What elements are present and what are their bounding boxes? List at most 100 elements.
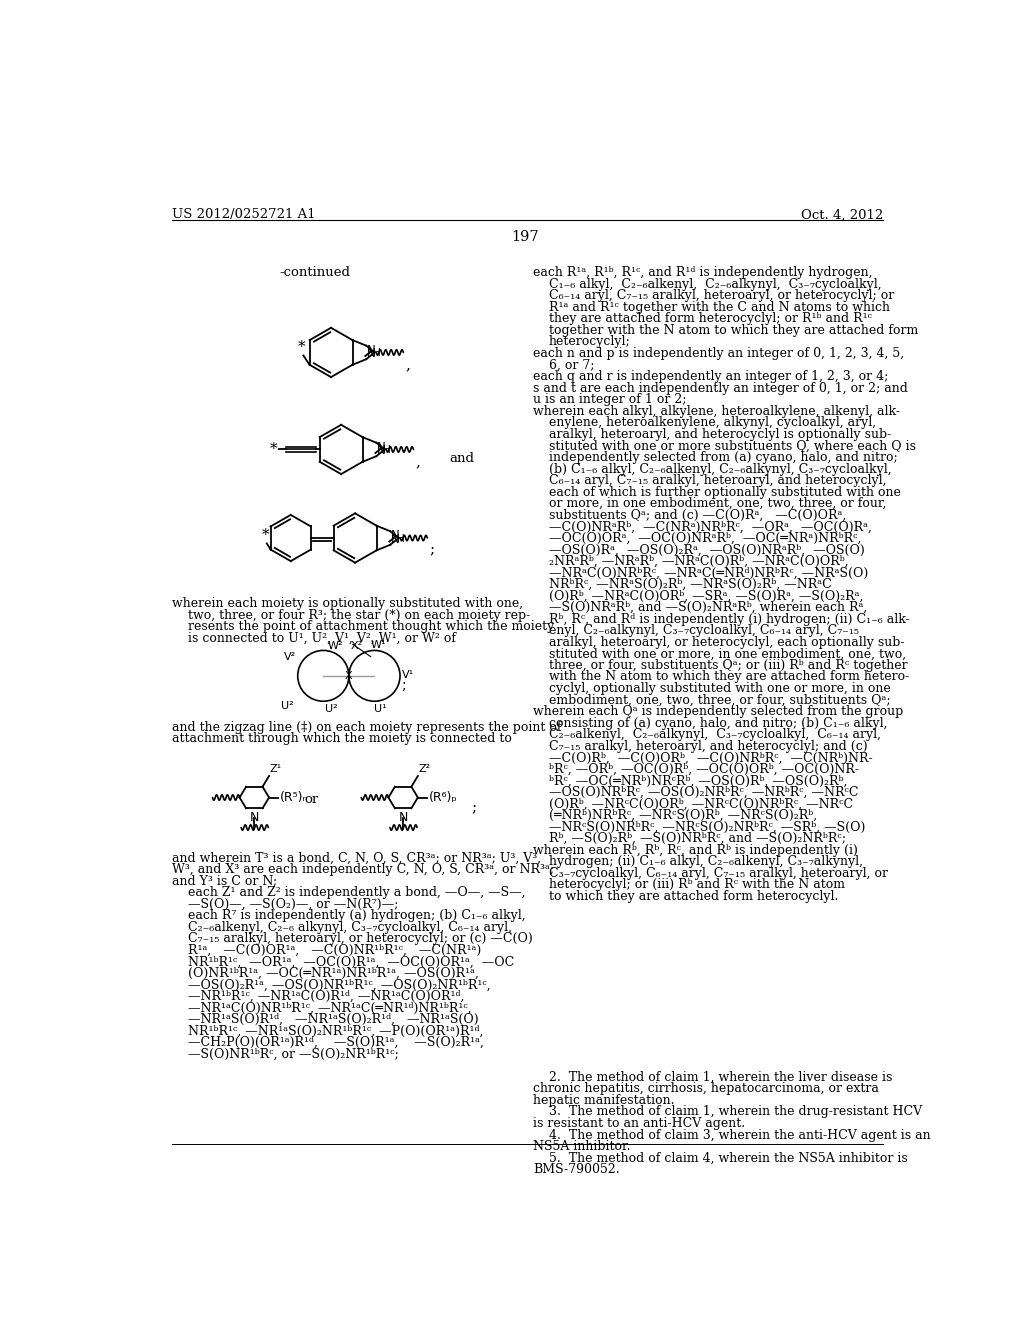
Text: heterocyclyl; or (iii) Rᵇ and Rᶜ with the N atom: heterocyclyl; or (iii) Rᵇ and Rᶜ with th… xyxy=(549,878,845,891)
Text: C₃₋₇cycloalkyl, C₆₋₁₄ aryl, C₇₋₁₅ aralkyl, heteroaryl, or: C₃₋₇cycloalkyl, C₆₋₁₄ aryl, C₇₋₁₅ aralky… xyxy=(549,867,888,880)
Text: NRᵇRᶜ, —NRᵃS(O)₂Rᵇ, —NRᵃS(O)₂Rᵇ, —NRᵃC: NRᵇRᶜ, —NRᵃS(O)₂Rᵇ, —NRᵃS(O)₂Rᵇ, —NRᵃC xyxy=(549,578,831,591)
Text: stituted with one or more, in one embodiment, one, two,: stituted with one or more, in one embodi… xyxy=(549,647,906,660)
Text: C₁₋₆ alkyl,  C₂₋₆alkenyl,  C₂₋₆alkynyl,  C₃₋₇cycloalkyl,: C₁₋₆ alkyl, C₂₋₆alkenyl, C₂₋₆alkynyl, C₃… xyxy=(549,277,882,290)
Text: W³, and X³ are each independently C, N, O, S, CR³ᵃ, or NR³ᵃ;: W³, and X³ are each independently C, N, … xyxy=(172,863,554,876)
Text: V²: V² xyxy=(284,652,296,661)
Text: —NR¹ᵃS(O)R¹ᵈ,   —NR¹ᵃS(O)₂R¹ᵈ,   —NR¹ᵃS(O): —NR¹ᵃS(O)R¹ᵈ, —NR¹ᵃS(O)₂R¹ᵈ, —NR¹ᵃS(O) xyxy=(187,1014,478,1026)
Text: R¹ᵃ and R¹ᶜ together with the C and N atoms to which: R¹ᵃ and R¹ᶜ together with the C and N at… xyxy=(549,301,890,314)
Text: is connected to U¹, U², V¹, V², W¹, or W² of: is connected to U¹, U², V¹, V², W¹, or W… xyxy=(187,632,456,645)
Text: N: N xyxy=(377,441,386,454)
Text: stituted with one or more substituents Q, where each Q is: stituted with one or more substituents Q… xyxy=(549,440,915,453)
Text: BMS-790052.: BMS-790052. xyxy=(534,1163,620,1176)
Text: (b) C₁₋₆ alkyl, C₂₋₆alkenyl, C₂₋₆alkynyl, C₃₋₇cycloalkyl,: (b) C₁₋₆ alkyl, C₂₋₆alkenyl, C₂₋₆alkynyl… xyxy=(549,462,892,475)
Text: or more, in one embodiment, one, two, three, or four,: or more, in one embodiment, one, two, th… xyxy=(549,498,886,511)
Text: ₂NRᵃRᵇ, —NRᵃRᵇ, —NRᵃC(O)Rᵇ, —NRᵃC(O)ORᵇ,: ₂NRᵃRᵇ, —NRᵃRᵇ, —NRᵃC(O)Rᵇ, —NRᵃC(O)ORᵇ, xyxy=(549,554,849,568)
Text: —OS(O)₂R¹ᵃ, —OS(O)NR¹ᵇR¹ᶜ, —OS(O)₂NR¹ᵇR¹ᶜ,: —OS(O)₂R¹ᵃ, —OS(O)NR¹ᵇR¹ᶜ, —OS(O)₂NR¹ᵇR¹… xyxy=(187,978,490,991)
Text: enyl, C₂₋₆alkynyl, C₃₋₇cycloalkyl, C₆₋₁₄ aryl, C₇₋₁₅: enyl, C₂₋₆alkynyl, C₃₋₇cycloalkyl, C₆₋₁₄… xyxy=(549,624,859,638)
Text: C₆₋₁₄ aryl, C₇₋₁₅ aralkyl, heteroaryl, and heterocyclyl,: C₆₋₁₄ aryl, C₇₋₁₅ aralkyl, heteroaryl, a… xyxy=(549,474,887,487)
Text: or: or xyxy=(305,793,318,807)
Text: (O)NR¹ᵇR¹ᵃ, —OC(═NR¹ᵃ)NR¹ᵇR¹ᵃ, —OS(O)R¹ᵃ,: (O)NR¹ᵇR¹ᵃ, —OC(═NR¹ᵃ)NR¹ᵇR¹ᵃ, —OS(O)R¹ᵃ… xyxy=(187,966,478,979)
Text: X: X xyxy=(345,671,352,681)
Text: wherein each Qᵃ is independently selected from the group: wherein each Qᵃ is independently selecte… xyxy=(534,705,903,718)
Text: U¹: U¹ xyxy=(375,704,387,714)
Text: —S(O)NRᵃRᵇ, and —S(O)₂NRᵃRᵇ, wherein each Rᵃ,: —S(O)NRᵃRᵇ, and —S(O)₂NRᵃRᵇ, wherein eac… xyxy=(549,601,867,614)
Text: -continued: -continued xyxy=(280,267,350,280)
Text: two, three, or four R³; the star (*) on each moiety rep-: two, three, or four R³; the star (*) on … xyxy=(187,609,530,622)
Text: three, or four, substituents Qᵃ; or (iii) Rᵇ and Rᶜ together: three, or four, substituents Qᵃ; or (iii… xyxy=(549,659,907,672)
Text: H: H xyxy=(397,533,404,544)
Text: N: N xyxy=(391,529,399,543)
Text: u is an integer of 1 or 2;: u is an integer of 1 or 2; xyxy=(534,393,687,407)
Text: —NRᵃC(O)NRᵇRᶜ, —NRᵃC(═NRᵈ)NRᵇRᶜ, —NRᵃS(O): —NRᵃC(O)NRᵇRᶜ, —NRᵃC(═NRᵈ)NRᵇRᶜ, —NRᵃS(O… xyxy=(549,566,868,579)
Text: N: N xyxy=(391,533,399,545)
Text: each R⁷ is independently (a) hydrogen; (b) C₁₋₆ alkyl,: each R⁷ is independently (a) hydrogen; (… xyxy=(187,909,525,923)
Text: attachment through which the moiety is connected to: attachment through which the moiety is c… xyxy=(172,733,512,744)
Text: V¹: V¹ xyxy=(401,669,414,680)
Text: Oct. 4, 2012: Oct. 4, 2012 xyxy=(801,209,883,222)
Text: enylene, heteroalkenylene, alkynyl, cycloalkyl, aryl,: enylene, heteroalkenylene, alkynyl, cycl… xyxy=(549,416,876,429)
Text: Rᵇ, Rᶜ, and Rᵈ is independently (i) hydrogen; (ii) C₁₋₆ alk-: Rᵇ, Rᶜ, and Rᵈ is independently (i) hydr… xyxy=(549,612,909,626)
Text: each Z¹ and Z² is independently a bond, —O—, —S—,: each Z¹ and Z² is independently a bond, … xyxy=(187,886,525,899)
Text: (O)Rᵇ, —NRᵃC(O)ORᵇ, —SRᵃ, —S(O)Rᵃ, —S(O)₂Rᵃ,: (O)Rᵇ, —NRᵃC(O)ORᵇ, —SRᵃ, —S(O)Rᵃ, —S(O)… xyxy=(549,590,863,603)
Text: W²: W² xyxy=(328,642,343,651)
Text: US 2012/0252721 A1: US 2012/0252721 A1 xyxy=(172,209,315,222)
Text: —C(O)NRᵃRᵇ,  —C(NRᵃ)NRᵇRᶜ,  —ORᵃ,  —OC(O)Rᵃ,: —C(O)NRᵃRᵇ, —C(NRᵃ)NRᵇRᶜ, —ORᵃ, —OC(O)Rᵃ… xyxy=(549,520,871,533)
Text: *: * xyxy=(298,341,305,354)
Text: with the N atom to which they are attached form hetero-: with the N atom to which they are attach… xyxy=(549,671,909,684)
Text: —C(O)Rᵇ,  —C(O)ORᵇ,  —C(O)NRᵇRᶜ,  —C(NRᵇ)NR-: —C(O)Rᵇ, —C(O)ORᵇ, —C(O)NRᵇRᶜ, —C(NRᵇ)NR… xyxy=(549,751,872,764)
Text: and Y³ is C or N;: and Y³ is C or N; xyxy=(172,874,278,887)
Text: C₂₋₆alkenyl, C₂₋₆ alkynyl, C₃₋₇cycloalkyl, C₆₋₁₄ aryl,: C₂₋₆alkenyl, C₂₋₆ alkynyl, C₃₋₇cycloalky… xyxy=(187,921,512,933)
Text: H: H xyxy=(373,348,381,358)
Text: s and t are each independently an integer of 0, 1, or 2; and: s and t are each independently an intege… xyxy=(534,381,908,395)
Text: and the zigzag line (‡) on each moiety represents the point of: and the zigzag line (‡) on each moiety r… xyxy=(172,721,562,734)
Text: 4.  The method of claim 3, wherein the anti-HCV agent is an: 4. The method of claim 3, wherein the an… xyxy=(534,1129,931,1142)
Text: is resistant to an anti-HCV agent.: is resistant to an anti-HCV agent. xyxy=(534,1117,745,1130)
Text: wherein each alkyl, alkylene, heteroalkylene, alkenyl, alk-: wherein each alkyl, alkylene, heteroalky… xyxy=(534,405,900,418)
Text: —S(O)NR¹ᵇRᶜ, or —S(O)₂NR¹ᵇR¹ᶜ;: —S(O)NR¹ᵇRᶜ, or —S(O)₂NR¹ᵇR¹ᶜ; xyxy=(187,1048,398,1061)
Text: Z¹: Z¹ xyxy=(270,764,282,775)
Text: (═NRᵇ)NRᵇRᶜ, —NRᶜS(O)Rᵇ, —NRᶜS(O)₂Rᵇ,: (═NRᵇ)NRᵇRᶜ, —NRᶜS(O)Rᵇ, —NRᶜS(O)₂Rᵇ, xyxy=(549,809,817,822)
Text: aralkyl, heteroaryl, and heterocyclyl is optionally sub-: aralkyl, heteroaryl, and heterocyclyl is… xyxy=(549,428,891,441)
Text: Rᵇ, —S(O)₂Rᵇ, —S(O)NRᵇRᶜ, and —S(O)₂NRᵇRᶜ;: Rᵇ, —S(O)₂Rᵇ, —S(O)NRᵇRᶜ, and —S(O)₂NRᵇR… xyxy=(549,832,846,845)
Text: embodiment, one, two, three, or four, substituents Qᵃ;: embodiment, one, two, three, or four, su… xyxy=(549,693,891,706)
Text: R¹ᵃ,   —C(O)OR¹ᵃ,   —C(O)NR¹ᵇR¹ᶜ,   —C(NR¹ᵃ): R¹ᵃ, —C(O)OR¹ᵃ, —C(O)NR¹ᵇR¹ᶜ, —C(NR¹ᵃ) xyxy=(187,944,481,957)
Text: *: * xyxy=(261,528,269,543)
Text: W¹: W¹ xyxy=(371,640,386,649)
Text: and: and xyxy=(450,451,475,465)
Text: heterocyclyl;: heterocyclyl; xyxy=(549,335,631,348)
Text: wherein each Rᵇ, Rᵇ, Rᶜ, and Rᵇ is independently (i): wherein each Rᵇ, Rᵇ, Rᶜ, and Rᵇ is indep… xyxy=(534,843,858,857)
Text: each q and r is independently an integer of 1, 2, 3, or 4;: each q and r is independently an integer… xyxy=(534,370,889,383)
Text: together with the N atom to which they are attached form: together with the N atom to which they a… xyxy=(549,323,919,337)
Text: and wherein T³ is a bond, C, N, O, S, CR³ᵃ; or NR³ᵃ; U³, V³,: and wherein T³ is a bond, C, N, O, S, CR… xyxy=(172,851,542,865)
Text: ;: ; xyxy=(430,544,435,557)
Text: U²: U² xyxy=(325,704,338,714)
Text: N: N xyxy=(367,345,376,356)
Text: N: N xyxy=(398,810,408,824)
Text: 5.  The method of claim 4, wherein the NS5A inhibitor is: 5. The method of claim 4, wherein the NS… xyxy=(534,1151,908,1164)
Text: 197: 197 xyxy=(511,230,539,244)
Text: ᵇRᶜ, —OC(═NRᵇ)NRᶜRᵇ, —OS(O)Rᵇ, —OS(O)₂Rᵇ,: ᵇRᶜ, —OC(═NRᵇ)NRᶜRᵇ, —OS(O)Rᵇ, —OS(O)₂Rᵇ… xyxy=(549,775,847,788)
Text: NS5A inhibitor.: NS5A inhibitor. xyxy=(534,1140,631,1154)
Text: —NR¹ᵃC(O)NR¹ᵇR¹ᶜ, —NR¹ᵃC(═NR¹ᵈ)NR¹ᵇR¹ᶜ,: —NR¹ᵃC(O)NR¹ᵇR¹ᶜ, —NR¹ᵃC(═NR¹ᵈ)NR¹ᵇR¹ᶜ, xyxy=(187,1002,471,1015)
Text: each of which is further optionally substituted with one: each of which is further optionally subs… xyxy=(549,486,901,499)
Text: ᵇRᶜ, —ORᵇ, —OC(O)Rᵇ, —OC(O)ORᵇ, —OC(O)NR-: ᵇRᶜ, —ORᵇ, —OC(O)Rᵇ, —OC(O)ORᵇ, —OC(O)NR… xyxy=(549,763,859,776)
Text: substituents Qᵃ; and (c) —C(O)Rᵃ,   —C(O)ORᵃ,: substituents Qᵃ; and (c) —C(O)Rᵃ, —C(O)O… xyxy=(549,508,846,521)
Text: cyclyl, optionally substituted with one or more, in one: cyclyl, optionally substituted with one … xyxy=(549,682,891,696)
Text: ;: ; xyxy=(401,678,407,692)
Text: —OS(O)NRᵇRᶜ, —OS(O)₂NRᵇRᶜ, —NRᵇRᶜ, —NRᶜC: —OS(O)NRᵇRᶜ, —OS(O)₂NRᵇRᶜ, —NRᵇRᶜ, —NRᶜC xyxy=(549,785,858,799)
Text: —OC(O)ORᵃ,  —OC(O)NRᵃRᵇ,  —OC(═NRᵃ)NRᵇRᶜ,: —OC(O)ORᵃ, —OC(O)NRᵃRᵇ, —OC(═NRᵃ)NRᵇRᶜ, xyxy=(549,532,861,545)
Text: independently selected from (a) cyano, halo, and nitro;: independently selected from (a) cyano, h… xyxy=(549,451,898,465)
Text: they are attached form heterocyclyl; or R¹ᵇ and R¹ᶜ: they are attached form heterocyclyl; or … xyxy=(549,313,871,326)
Text: ,: , xyxy=(406,358,411,372)
Text: consisting of (a) cyano, halo, and nitro; (b) C₁₋₆ alkyl,: consisting of (a) cyano, halo, and nitro… xyxy=(549,717,888,730)
Text: hydrogen; (ii) C₁₋₆ alkyl, C₂₋₆alkenyl, C₃₋₇alkynyl,: hydrogen; (ii) C₁₋₆ alkyl, C₂₋₆alkenyl, … xyxy=(549,855,863,869)
Text: N: N xyxy=(250,810,259,824)
Text: resents the point of attachment thought which the moiety: resents the point of attachment thought … xyxy=(187,620,554,634)
Text: (O)Rᵇ, —NRᶜC(O)ORᵇ, —NRᶜC(O)NRᵇRᶜ, —NRᶜC: (O)Rᵇ, —NRᶜC(O)ORᵇ, —NRᶜC(O)NRᵇRᶜ, —NRᶜC xyxy=(549,797,853,810)
Text: Z²: Z² xyxy=(419,764,431,775)
Text: U²: U² xyxy=(282,701,294,711)
Text: —OS(O)Rᵃ,  —OS(O)₂Rᵃ,  —OS(O)NRᵃRᵇ,  —OS(O): —OS(O)Rᵃ, —OS(O)₂Rᵃ, —OS(O)NRᵃRᵇ, —OS(O) xyxy=(549,544,864,557)
Text: C₇₋₁₅ aralkyl, heteroaryl, or heterocyclyl; or (c) —C(O): C₇₋₁₅ aralkyl, heteroaryl, or heterocycl… xyxy=(187,932,532,945)
Text: chronic hepatitis, cirrhosis, hepatocarcinoma, or extra: chronic hepatitis, cirrhosis, hepatocarc… xyxy=(534,1082,880,1096)
Text: each n and p is independently an integer of 0, 1, 2, 3, 4, 5,: each n and p is independently an integer… xyxy=(534,347,904,360)
